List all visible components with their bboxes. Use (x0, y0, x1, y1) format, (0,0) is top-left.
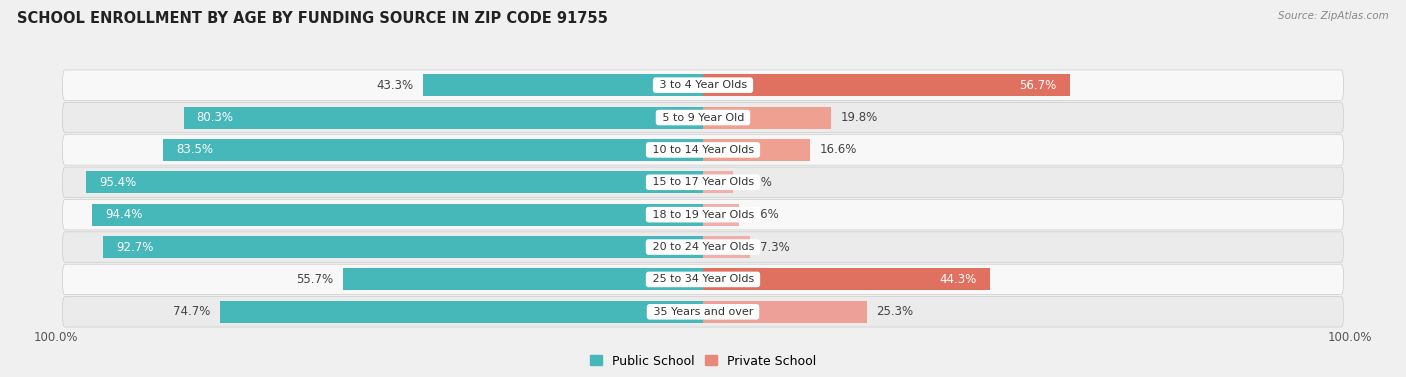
Text: 56.7%: 56.7% (1019, 79, 1057, 92)
Text: 94.4%: 94.4% (105, 208, 143, 221)
Text: 44.3%: 44.3% (939, 273, 977, 286)
Text: 4.6%: 4.6% (742, 176, 772, 189)
Text: 74.7%: 74.7% (173, 305, 209, 318)
Text: 19.8%: 19.8% (841, 111, 877, 124)
Bar (703, 74, 1070, 96)
Bar (93, 204, 703, 226)
Bar (703, 107, 831, 129)
Text: 3 to 4 Year Olds: 3 to 4 Year Olds (655, 80, 751, 90)
Text: 7.3%: 7.3% (759, 241, 790, 254)
Bar (423, 74, 703, 96)
Bar (703, 171, 733, 193)
FancyBboxPatch shape (63, 297, 1343, 327)
Bar (703, 301, 866, 323)
Text: 5.6%: 5.6% (749, 208, 779, 221)
Text: 20 to 24 Year Olds: 20 to 24 Year Olds (648, 242, 758, 252)
Bar (703, 204, 740, 226)
Bar (703, 139, 810, 161)
Text: 55.7%: 55.7% (295, 273, 333, 286)
Text: 15 to 17 Year Olds: 15 to 17 Year Olds (648, 177, 758, 187)
Text: 25 to 34 Year Olds: 25 to 34 Year Olds (648, 274, 758, 284)
Bar (86, 171, 703, 193)
FancyBboxPatch shape (63, 70, 1343, 100)
Text: 83.5%: 83.5% (176, 143, 212, 156)
Legend: Public School, Private School: Public School, Private School (586, 351, 820, 371)
Text: 95.4%: 95.4% (98, 176, 136, 189)
FancyBboxPatch shape (63, 199, 1343, 230)
FancyBboxPatch shape (63, 232, 1343, 262)
Bar (104, 236, 703, 258)
Text: 18 to 19 Year Olds: 18 to 19 Year Olds (648, 210, 758, 220)
FancyBboxPatch shape (63, 102, 1343, 133)
Bar (703, 236, 751, 258)
FancyBboxPatch shape (63, 135, 1343, 165)
Text: SCHOOL ENROLLMENT BY AGE BY FUNDING SOURCE IN ZIP CODE 91755: SCHOOL ENROLLMENT BY AGE BY FUNDING SOUR… (17, 11, 607, 26)
FancyBboxPatch shape (63, 167, 1343, 198)
Text: 80.3%: 80.3% (197, 111, 233, 124)
Bar (184, 107, 703, 129)
Text: 16.6%: 16.6% (820, 143, 858, 156)
Text: Source: ZipAtlas.com: Source: ZipAtlas.com (1278, 11, 1389, 21)
Bar (219, 301, 703, 323)
Bar (703, 268, 990, 290)
Text: 5 to 9 Year Old: 5 to 9 Year Old (658, 113, 748, 123)
FancyBboxPatch shape (63, 264, 1343, 295)
Text: 92.7%: 92.7% (117, 241, 153, 254)
Text: 43.3%: 43.3% (377, 79, 413, 92)
Bar (163, 139, 703, 161)
Text: 35 Years and over: 35 Years and over (650, 307, 756, 317)
Text: 25.3%: 25.3% (876, 305, 914, 318)
Bar (343, 268, 703, 290)
Text: 10 to 14 Year Olds: 10 to 14 Year Olds (648, 145, 758, 155)
